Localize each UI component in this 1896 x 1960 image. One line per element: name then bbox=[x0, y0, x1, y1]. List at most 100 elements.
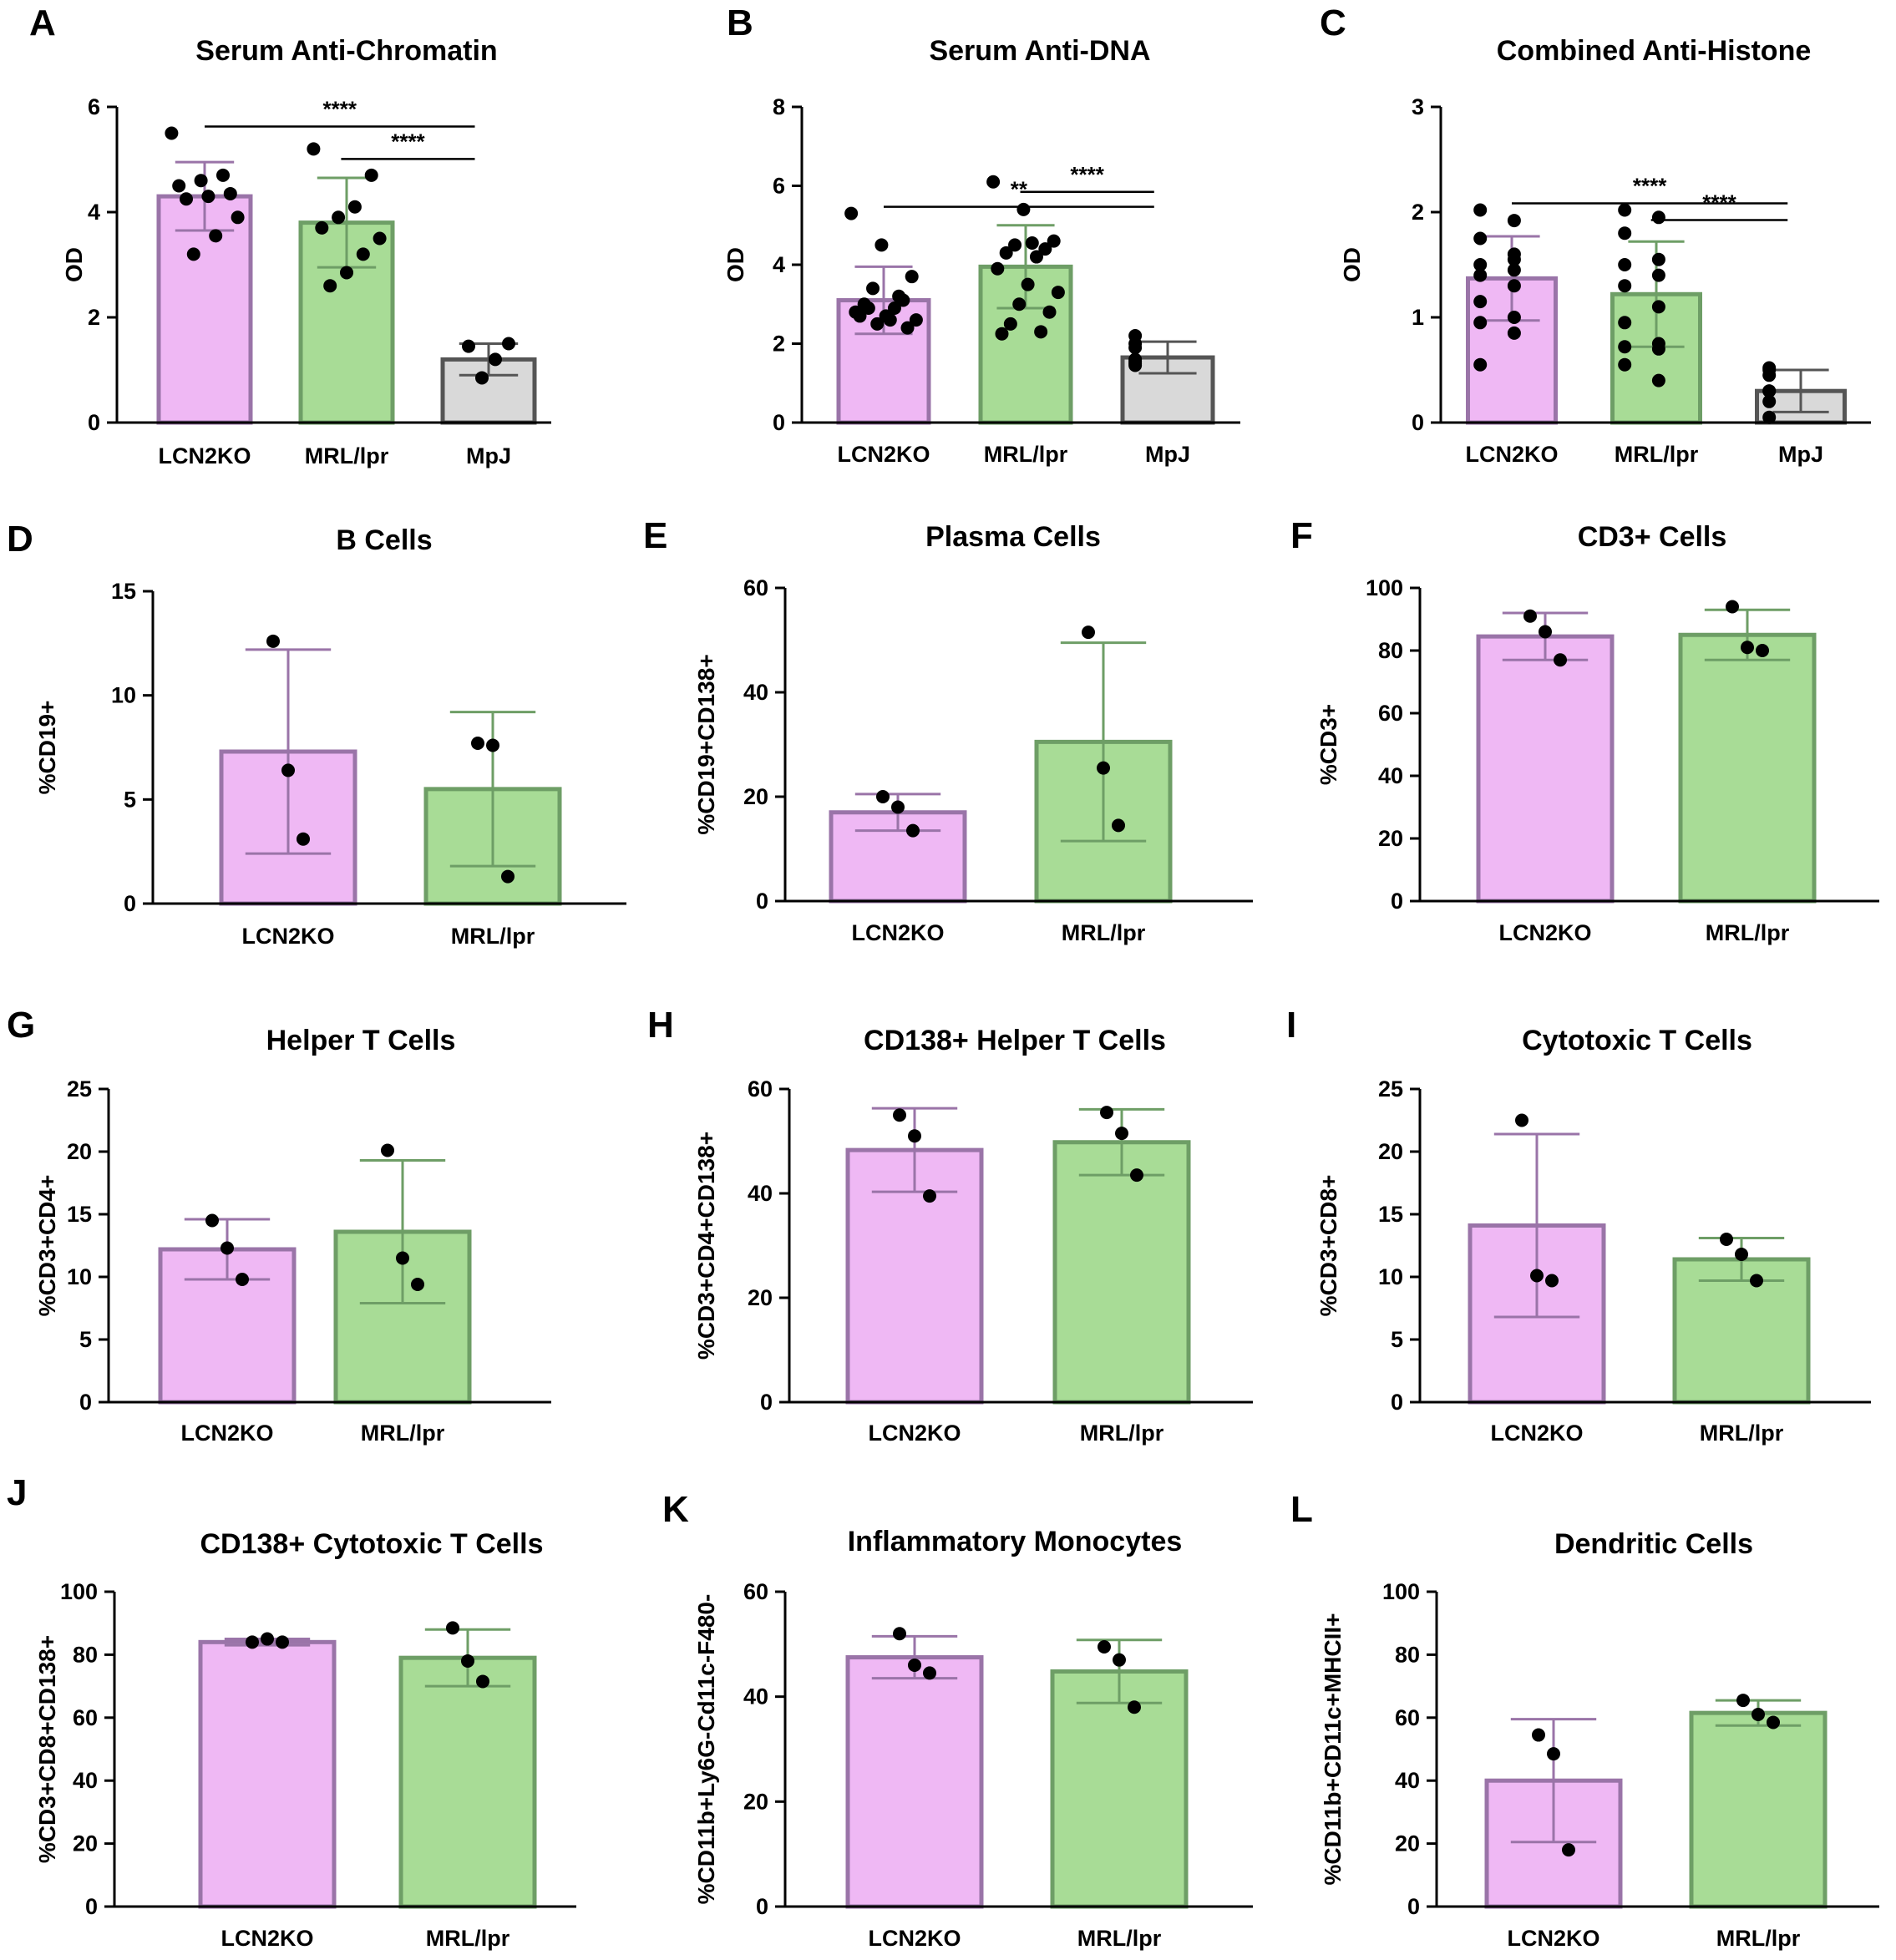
bar-mrl-lpr bbox=[1678, 632, 1817, 904]
x-tick-label: MpJ bbox=[466, 443, 511, 468]
data-point bbox=[892, 289, 906, 303]
y-tick-label: 10 bbox=[67, 1264, 92, 1289]
y-tick-label: 6 bbox=[773, 174, 785, 199]
significance-label: **** bbox=[1070, 162, 1104, 187]
data-point bbox=[883, 313, 897, 327]
y-tick-label: 20 bbox=[73, 1831, 98, 1856]
data-point bbox=[995, 327, 1009, 341]
data-point bbox=[893, 1627, 906, 1641]
data-point bbox=[1651, 300, 1665, 314]
x-tick-label: MRL/lpr bbox=[451, 924, 535, 949]
data-point bbox=[870, 317, 885, 331]
y-tick-label: 5 bbox=[1391, 1327, 1403, 1352]
y-tick-label: 100 bbox=[1366, 575, 1403, 600]
data-point bbox=[276, 1635, 289, 1649]
bar-mrl-lpr bbox=[1052, 1140, 1191, 1405]
y-tick-label: 40 bbox=[743, 1684, 768, 1709]
panel-d: D B Cells %CD19+ LCN2KO MRL/lpr 0 5 10 15 bbox=[7, 519, 626, 949]
data-point bbox=[999, 246, 1013, 260]
panel-letter: K bbox=[662, 1489, 689, 1530]
data-point bbox=[891, 800, 905, 814]
data-point bbox=[1741, 641, 1754, 655]
data-point bbox=[1473, 316, 1488, 330]
data-point bbox=[1473, 258, 1488, 271]
data-point bbox=[853, 309, 867, 323]
data-point bbox=[1618, 226, 1632, 241]
panel-letter: H bbox=[647, 1005, 674, 1046]
data-point bbox=[1003, 317, 1017, 331]
panel-title: Plasma Cells bbox=[925, 521, 1101, 553]
data-point bbox=[874, 238, 889, 252]
x-tick-label: LCN2KO bbox=[868, 1421, 961, 1446]
x-tick-label: MRL/lpr bbox=[426, 1926, 510, 1951]
data-point bbox=[1651, 342, 1665, 356]
data-point bbox=[216, 168, 230, 182]
data-point bbox=[356, 247, 370, 261]
y-tick-label: 0 bbox=[85, 1894, 98, 1919]
y-tick-label: 0 bbox=[79, 1390, 92, 1415]
panel-title: B Cells bbox=[336, 524, 432, 556]
data-point bbox=[1507, 279, 1521, 293]
data-point bbox=[1112, 818, 1125, 833]
data-point bbox=[221, 1241, 234, 1255]
data-point bbox=[1651, 210, 1665, 225]
y-tick-label: 20 bbox=[743, 784, 768, 809]
x-tick-label: LCN2KO bbox=[868, 1926, 961, 1951]
data-point bbox=[461, 1654, 474, 1668]
x-tick-label: MRL/lpr bbox=[1716, 1926, 1801, 1951]
data-point bbox=[1618, 340, 1632, 354]
data-point bbox=[1762, 384, 1777, 398]
data-point bbox=[1016, 202, 1031, 216]
data-point bbox=[1651, 268, 1665, 282]
panel-letter: D bbox=[7, 519, 33, 560]
data-point bbox=[1082, 625, 1095, 640]
significance-label: **** bbox=[1702, 190, 1736, 215]
data-point bbox=[1545, 1274, 1559, 1288]
data-point bbox=[900, 321, 915, 335]
data-point bbox=[909, 313, 923, 327]
y-tick-label: 40 bbox=[73, 1768, 98, 1793]
panel-title: Serum Anti-Chromatin bbox=[195, 35, 497, 67]
panel-title: Cytotoxic T Cells bbox=[1522, 1025, 1752, 1056]
data-point bbox=[307, 142, 321, 156]
y-tick-label: 25 bbox=[1378, 1076, 1403, 1102]
data-point bbox=[1113, 1653, 1126, 1667]
data-point bbox=[475, 371, 489, 385]
data-point bbox=[1100, 1106, 1113, 1120]
y-tick-label: 0 bbox=[760, 1390, 773, 1415]
y-tick-label: 60 bbox=[748, 1076, 773, 1102]
y-tick-label: 0 bbox=[1391, 889, 1403, 914]
data-point bbox=[1128, 1700, 1141, 1714]
panel-title: Combined Anti-Histone bbox=[1497, 35, 1812, 67]
data-point bbox=[1762, 368, 1777, 382]
y-axis-label: %CD19+ bbox=[34, 701, 60, 795]
data-point bbox=[893, 1108, 906, 1122]
data-point bbox=[1507, 214, 1521, 228]
y-axis-label: %CD11b+Ly6G-Cd11c-F480- bbox=[693, 1594, 719, 1905]
y-tick-label: 2 bbox=[773, 332, 785, 357]
data-point bbox=[1507, 326, 1521, 340]
data-point bbox=[1021, 277, 1035, 291]
panel-letter: C bbox=[1320, 3, 1346, 43]
data-point bbox=[1756, 644, 1769, 657]
y-tick-label: 15 bbox=[1378, 1202, 1403, 1227]
y-tick-label: 100 bbox=[1382, 1579, 1420, 1604]
data-point bbox=[1736, 1694, 1750, 1708]
data-point bbox=[1515, 1113, 1528, 1127]
data-point bbox=[261, 1632, 274, 1646]
data-point bbox=[1473, 203, 1488, 217]
data-point bbox=[1051, 286, 1065, 300]
y-axis-label: %CD3+CD8+ bbox=[1316, 1175, 1341, 1317]
data-point bbox=[1618, 357, 1632, 372]
data-point bbox=[373, 231, 387, 246]
panel-letter: E bbox=[643, 515, 667, 556]
data-point bbox=[986, 175, 1001, 189]
x-tick-label: LCN2KO bbox=[221, 1926, 313, 1951]
y-tick-label: 40 bbox=[748, 1181, 773, 1206]
panel-letter: G bbox=[7, 1005, 35, 1046]
y-axis-label: OD bbox=[61, 247, 87, 282]
data-point bbox=[1554, 653, 1567, 667]
significance-label: **** bbox=[323, 97, 357, 122]
y-axis-label: %CD3+CD8+CD138+ bbox=[34, 1635, 60, 1863]
